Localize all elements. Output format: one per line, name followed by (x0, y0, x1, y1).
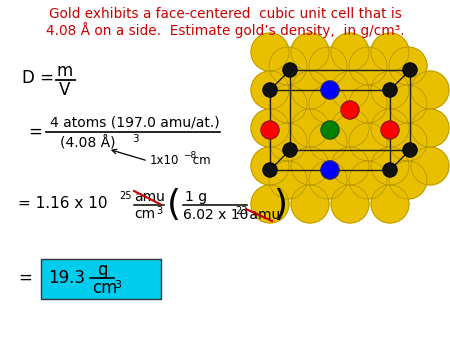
Circle shape (349, 123, 387, 161)
Text: 4.08 Å on a side.  Estimate gold’s density,  in g/cm³.: 4.08 Å on a side. Estimate gold’s densit… (46, 22, 404, 38)
Circle shape (341, 101, 359, 119)
Circle shape (269, 123, 307, 161)
Text: m: m (57, 62, 73, 80)
Circle shape (269, 47, 307, 85)
Circle shape (389, 85, 427, 123)
Text: 3: 3 (132, 134, 139, 144)
Circle shape (309, 123, 347, 161)
Circle shape (371, 185, 409, 223)
Circle shape (309, 161, 347, 199)
Circle shape (411, 147, 449, 185)
Circle shape (383, 163, 397, 177)
Circle shape (251, 109, 289, 147)
Circle shape (371, 71, 409, 109)
Circle shape (263, 83, 277, 97)
Circle shape (411, 109, 449, 147)
Circle shape (283, 63, 297, 77)
Circle shape (291, 71, 329, 109)
Circle shape (251, 185, 289, 223)
Circle shape (381, 121, 399, 139)
Circle shape (251, 71, 289, 109)
Text: 19.3: 19.3 (48, 269, 85, 287)
Circle shape (309, 47, 347, 85)
Text: (4.08 Å): (4.08 Å) (60, 136, 116, 150)
Circle shape (371, 33, 409, 71)
Text: 4 atoms (197.0 amu/at.): 4 atoms (197.0 amu/at.) (50, 115, 220, 129)
Circle shape (389, 123, 427, 161)
Text: (: ( (167, 188, 181, 222)
Circle shape (251, 147, 289, 185)
Circle shape (269, 161, 307, 199)
Text: V: V (59, 81, 71, 99)
Text: =: = (18, 269, 32, 287)
Text: 3: 3 (114, 280, 121, 290)
Circle shape (331, 109, 369, 147)
Circle shape (321, 161, 339, 179)
Text: 25: 25 (119, 191, 131, 201)
Circle shape (321, 81, 339, 99)
Text: cm: cm (189, 153, 211, 167)
Circle shape (383, 83, 397, 97)
Circle shape (349, 85, 387, 123)
Text: amu: amu (134, 190, 165, 204)
Text: g: g (97, 261, 107, 279)
Circle shape (349, 47, 387, 85)
Circle shape (263, 163, 277, 177)
Circle shape (331, 33, 369, 71)
Text: =: = (28, 123, 42, 141)
Text: 3: 3 (156, 206, 162, 216)
Text: amu: amu (245, 208, 280, 222)
Text: ): ) (273, 188, 287, 222)
Circle shape (403, 63, 417, 77)
Text: −8: −8 (183, 151, 196, 161)
Circle shape (371, 109, 409, 147)
Circle shape (349, 161, 387, 199)
Circle shape (291, 33, 329, 71)
Text: 1x10: 1x10 (150, 153, 180, 167)
Text: 23: 23 (235, 206, 248, 216)
Circle shape (331, 71, 369, 109)
FancyBboxPatch shape (41, 259, 161, 299)
Circle shape (261, 121, 279, 139)
Text: Gold exhibits a face-centered  cubic unit cell that is: Gold exhibits a face-centered cubic unit… (49, 7, 401, 21)
Text: cm: cm (92, 279, 117, 297)
Circle shape (411, 71, 449, 109)
Text: cm: cm (134, 207, 155, 221)
Circle shape (291, 185, 329, 223)
Circle shape (283, 143, 297, 157)
Circle shape (371, 147, 409, 185)
Circle shape (321, 121, 339, 139)
Circle shape (331, 185, 369, 223)
Circle shape (331, 147, 369, 185)
Circle shape (291, 147, 329, 185)
Text: = 1.16 x 10: = 1.16 x 10 (18, 195, 108, 211)
Circle shape (291, 109, 329, 147)
Circle shape (389, 47, 427, 85)
Circle shape (403, 143, 417, 157)
Text: 6.02 x 10: 6.02 x 10 (183, 208, 248, 222)
Circle shape (269, 85, 307, 123)
Circle shape (251, 33, 289, 71)
Circle shape (389, 161, 427, 199)
Text: 1 g: 1 g (185, 190, 207, 204)
Circle shape (309, 85, 347, 123)
Text: D =: D = (22, 69, 59, 87)
